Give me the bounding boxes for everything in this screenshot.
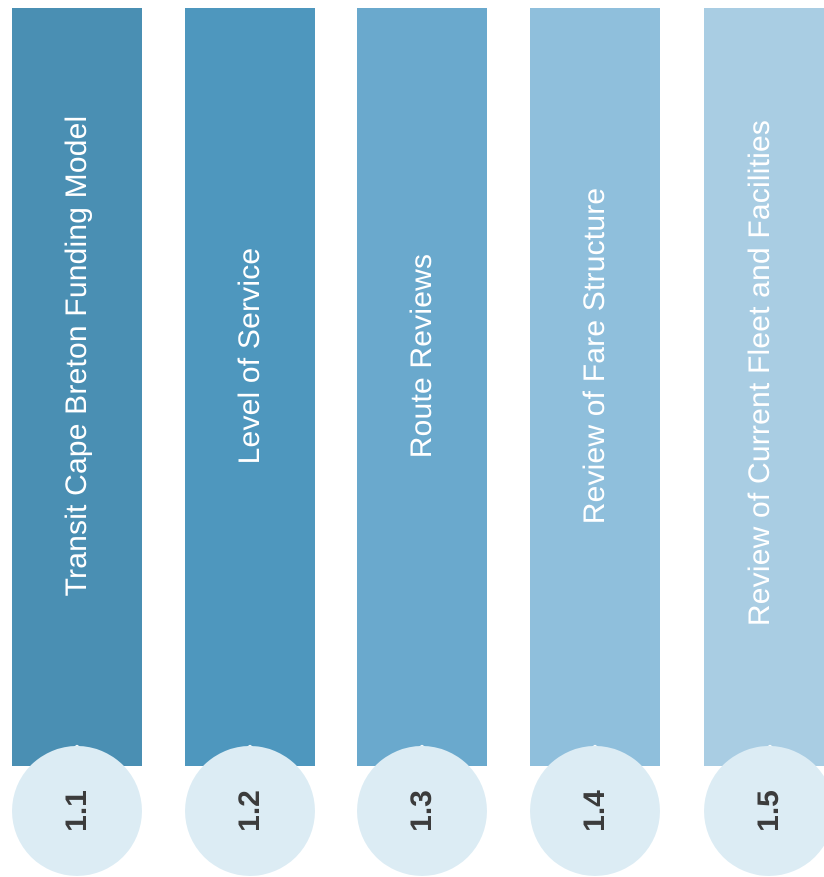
- column-4: Review of Fare Structure 1.4: [530, 8, 660, 877]
- banner-2: Level of Service: [185, 8, 315, 766]
- banner-title-4: Review of Fare Structure: [578, 187, 611, 525]
- column-5: Review of Current Fleet and Facilities 1…: [704, 8, 824, 877]
- badge-4: 1.4: [530, 746, 660, 876]
- badge-number-2: 1.2: [233, 790, 266, 832]
- column-1: Transit Cape Breton Funding Model 1.1: [12, 8, 142, 877]
- badge-5: 1.5: [704, 746, 824, 876]
- banner-3: Route Reviews: [357, 8, 487, 766]
- badge-1: 1.1: [12, 746, 142, 876]
- banner-title-2: Level of Service: [233, 247, 266, 465]
- column-2: Level of Service 1.2: [185, 8, 315, 877]
- banner-title-1: Transit Cape Breton Funding Model: [60, 115, 93, 597]
- badge-number-3: 1.3: [405, 790, 438, 832]
- banner-title-5: Review of Current Fleet and Facilities: [743, 119, 776, 627]
- badge-number-5: 1.5: [752, 790, 785, 832]
- badge-number-1: 1.1: [60, 790, 93, 832]
- banner-1: Transit Cape Breton Funding Model: [12, 8, 142, 766]
- badge-2: 1.2: [185, 746, 315, 876]
- badge-3: 1.3: [357, 746, 487, 876]
- column-3: Route Reviews 1.3: [357, 8, 487, 877]
- badge-number-4: 1.4: [578, 790, 611, 832]
- banner-4: Review of Fare Structure: [530, 8, 660, 766]
- banner-5: Review of Current Fleet and Facilities: [704, 8, 824, 766]
- banner-title-3: Route Reviews: [405, 253, 438, 459]
